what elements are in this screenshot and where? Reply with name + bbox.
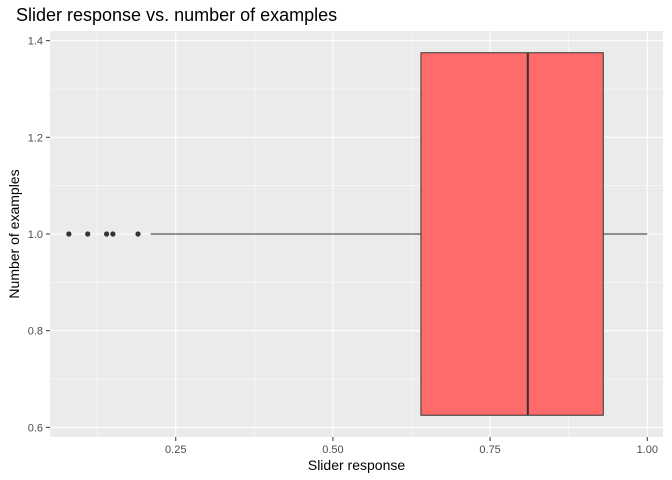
- outlier-point: [135, 231, 141, 237]
- chart-title: Slider response vs. number of examples: [16, 5, 338, 25]
- box-iqr: [420, 52, 604, 416]
- outlier-point: [85, 231, 91, 237]
- x-tick-label: 1.00: [637, 444, 658, 456]
- x-axis-title: Slider response: [308, 457, 405, 473]
- y-tick-label: 0.6: [28, 422, 43, 434]
- x-tick-label: 0.75: [479, 444, 500, 456]
- outlier-point: [66, 231, 72, 237]
- x-tick-label: 0.50: [322, 444, 343, 456]
- x-tick-label: 0.25: [165, 444, 186, 456]
- plot-marks: [66, 52, 648, 416]
- y-tick-label: 1.0: [28, 229, 43, 241]
- outlier-point: [103, 231, 110, 237]
- y-tick-label: 1.2: [28, 132, 43, 144]
- y-axis-ticks: 0.6 0.8 1.0 1.2 1.4: [28, 36, 50, 434]
- grid-major-lines: [50, 31, 663, 437]
- y-tick-label: 1.4: [28, 36, 43, 48]
- y-tick-label: 0.8: [28, 326, 43, 338]
- x-axis-ticks: 0.25 0.50 0.75 1.00: [165, 437, 658, 456]
- y-axis-title: Number of examples: [6, 169, 22, 298]
- outlier-point: [110, 231, 116, 237]
